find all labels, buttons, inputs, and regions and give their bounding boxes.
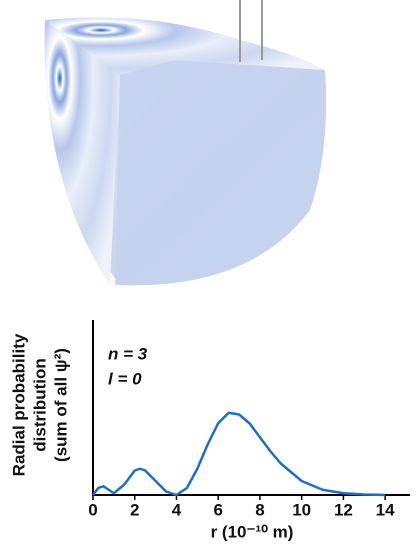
figure: Radial probability distribution (sum of … xyxy=(0,0,417,553)
orbital-illustration xyxy=(45,0,326,285)
y-label-line: (sum of all ψ²) xyxy=(51,348,70,462)
annotation: n = 3 xyxy=(108,344,148,363)
x-tick-label: 6 xyxy=(213,500,222,519)
x-label: r (10⁻¹⁰ m) xyxy=(211,522,294,541)
annotation: l = 0 xyxy=(108,369,142,388)
x-tick-label: 10 xyxy=(292,500,311,519)
x-tick-label: 4 xyxy=(172,500,182,519)
x-tick-label: 12 xyxy=(334,500,353,519)
y-label-line: distribution xyxy=(30,358,49,451)
line xyxy=(93,413,385,495)
sphere-side xyxy=(115,60,326,285)
x-tick-label: 8 xyxy=(255,500,264,519)
x-tick-label: 14 xyxy=(376,500,395,519)
x-tick-label: 2 xyxy=(130,500,139,519)
y-label: Radial probability distribution (sum of … xyxy=(9,333,70,476)
y-label-line: Radial probability xyxy=(9,333,28,476)
x-tick-label: 0 xyxy=(88,500,97,519)
